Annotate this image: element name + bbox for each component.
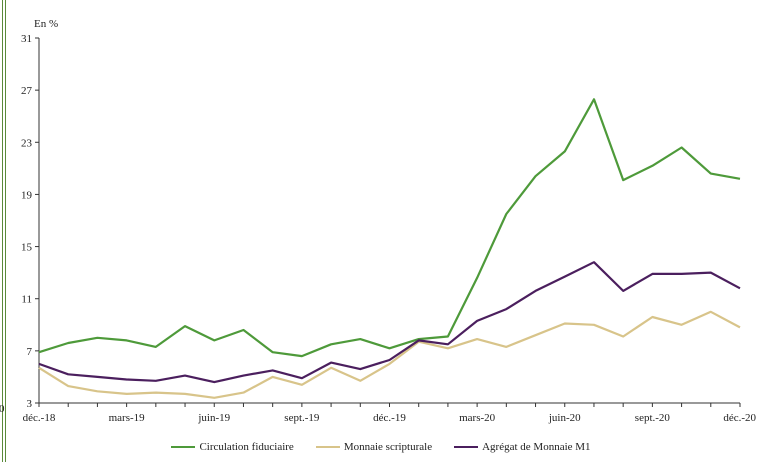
y-tick-label: 7 [27,346,33,358]
y-tick-label: 15 [21,242,33,254]
series-line-2 [38,310,741,399]
y-tick-label: 3 [27,398,33,410]
legend-item-m1: Agrégat de Monnaie M1 [454,441,591,453]
chart-legend: Circulation fiduciaire Monnaie scriptura… [0,441,762,453]
y-tick-label: 23 [21,137,33,149]
legend-label: Circulation fiduciaire [199,441,294,453]
x-tick-label: déc.-20 [723,412,756,424]
legend-swatch-green [171,446,196,448]
legend-swatch-tan [315,446,340,448]
y-tick-label: 31 [21,33,32,45]
x-tick-label: mars-20 [459,412,496,424]
y-axis-unit-label: En % [34,18,58,30]
x-tick-label: sept.-19 [284,412,320,424]
left-stub-label: 0 [0,403,5,415]
chart-axes: 3 7 11 15 19 23 27 31 déc.-18 mars-19 juin-19 sept.… [21,33,756,424]
legend-swatch-purple [454,446,479,448]
series-line-1 [38,98,741,358]
x-tick-label: juin-19 [197,412,230,424]
y-tick-label: 19 [21,189,33,201]
y-tick-label: 11 [21,294,32,306]
legend-item-scripturale: Monnaie scripturale [315,441,433,453]
series-line-3 [38,261,741,384]
x-tick-label: déc.-18 [23,412,56,424]
legend-label: Monnaie scripturale [343,441,433,453]
x-tick-label: déc.-19 [373,412,406,424]
x-tick-label: mars-19 [109,412,146,424]
x-tick-label: juin-20 [548,412,581,424]
frame-border-inner [5,0,6,462]
y-tick-label: 27 [21,85,33,97]
x-tick-label: sept.-20 [635,412,671,424]
frame-border-outer [2,0,3,462]
legend-label: Agrégat de Monnaie M1 [482,441,591,453]
legend-item-circulation: Circulation fiduciaire [171,441,294,453]
chart-series-group [38,98,741,399]
